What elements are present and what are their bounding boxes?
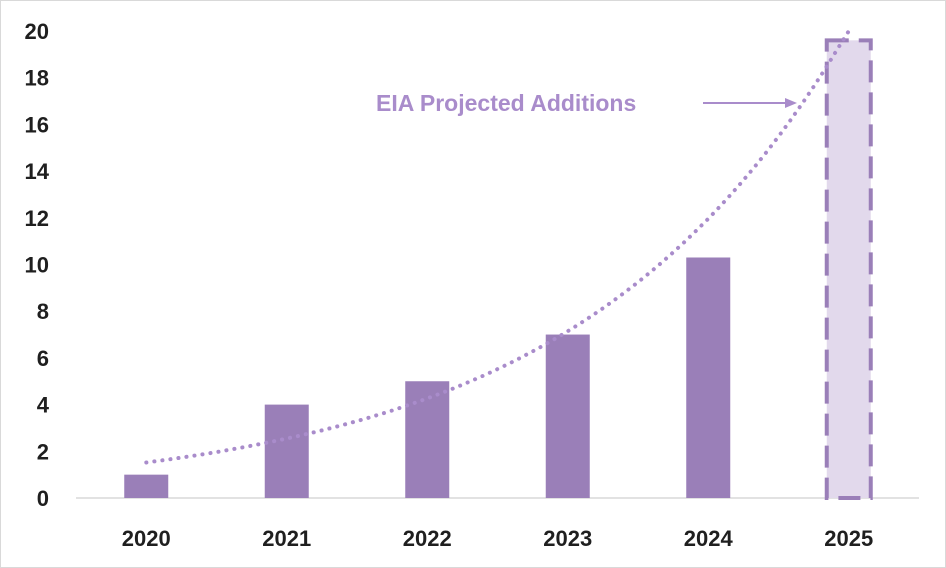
y-tick-label: 10 (25, 253, 49, 278)
x-axis: 2020 2021 2022 2023 2024 2025 (76, 497, 919, 551)
y-tick-label: 6 (37, 346, 49, 371)
y-axis: 0 2 4 6 8 10 12 14 16 18 20 (25, 19, 50, 511)
x-tick-label: 2023 (543, 526, 592, 551)
bar-series (124, 38, 873, 501)
y-tick-label: 14 (25, 159, 50, 184)
annotation-label: EIA Projected Additions (376, 90, 636, 116)
y-tick-label: 0 (37, 486, 49, 511)
x-tick-label: 2025 (824, 526, 873, 551)
annotation-group: EIA Projected Additions (376, 90, 797, 116)
x-tick-label: 2020 (122, 526, 171, 551)
bar-projected (824, 38, 873, 501)
bar (124, 474, 169, 498)
x-tick-label: 2021 (262, 526, 311, 551)
y-tick-label: 16 (25, 112, 49, 137)
trendline (144, 29, 851, 465)
y-tick-label: 2 (37, 439, 49, 464)
y-tick-label: 8 (37, 299, 49, 324)
annotation-arrow-head (785, 98, 797, 108)
y-tick-label: 4 (37, 393, 50, 418)
trendline-group (144, 29, 851, 465)
bar (264, 404, 309, 498)
y-tick-label: 12 (25, 206, 49, 231)
bar (686, 257, 731, 498)
x-tick-label: 2024 (684, 526, 734, 551)
y-tick-label: 18 (25, 66, 49, 91)
bar (405, 381, 450, 498)
x-tick-label: 2022 (403, 526, 452, 551)
bar (545, 334, 590, 498)
y-tick-label: 20 (25, 19, 49, 44)
